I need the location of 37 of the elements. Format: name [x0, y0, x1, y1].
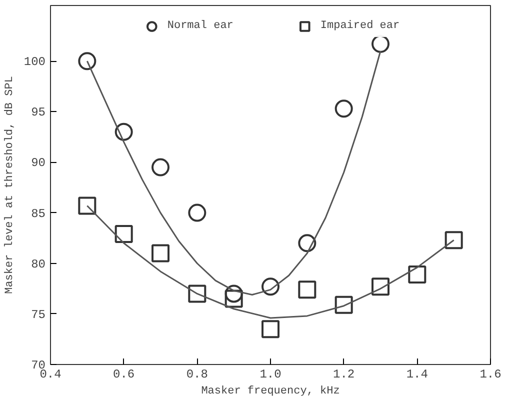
- y-axis-title: Masker level at threshold, dB SPL: [4, 76, 16, 294]
- x-tick-label: 1.6: [480, 368, 502, 382]
- x-tick-label: 0.6: [113, 368, 135, 382]
- legend-label: Impaired ear: [320, 20, 400, 32]
- x-tick-label: 1.2: [333, 368, 355, 382]
- point: [152, 158, 170, 176]
- point: [262, 278, 280, 296]
- x-tick-label: 0.8: [186, 368, 208, 382]
- point: [78, 52, 96, 70]
- point: [298, 234, 316, 252]
- point: [224, 290, 243, 308]
- x-tick-label: 1.0: [260, 368, 282, 382]
- y-tick-label: 85: [31, 206, 46, 221]
- point: [224, 284, 243, 303]
- y-tick-label: 80: [31, 257, 46, 272]
- point: [334, 100, 353, 118]
- point: [372, 34, 390, 53]
- point: [262, 320, 280, 338]
- y-tick-label: 95: [31, 106, 46, 120]
- point: [188, 284, 206, 303]
- point: [334, 296, 353, 314]
- x-tick-label: 0.4: [40, 368, 62, 382]
- point: [372, 278, 390, 296]
- point: [408, 265, 426, 284]
- point: [444, 231, 463, 250]
- point: [298, 280, 316, 299]
- point: [188, 204, 206, 222]
- point: [114, 225, 133, 244]
- point: [152, 244, 170, 262]
- y-tick-label: 100: [24, 55, 46, 70]
- point: [114, 122, 133, 141]
- y-tick-label: 75: [31, 308, 46, 322]
- legend-label: Normal ear: [167, 20, 234, 32]
- x-tick-label: 1.4: [406, 368, 428, 382]
- x-axis-title: Masker frequency, kHz: [201, 386, 340, 398]
- y-tick-label: 90: [31, 156, 46, 170]
- point: [78, 196, 96, 215]
